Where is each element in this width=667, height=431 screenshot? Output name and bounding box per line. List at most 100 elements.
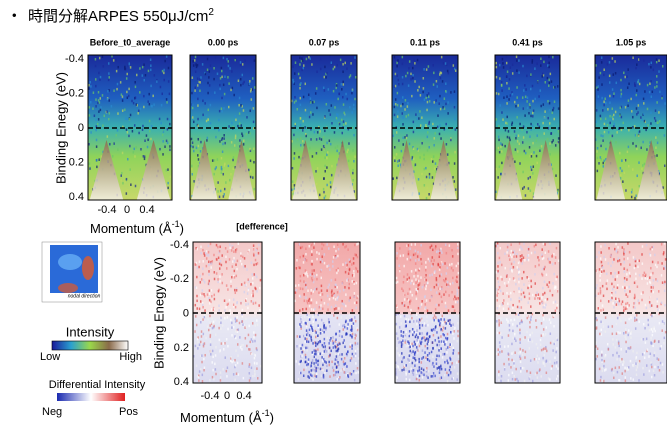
speckle [620, 348, 622, 351]
speckle [449, 283, 451, 286]
speckle [453, 64, 455, 67]
speckle [213, 173, 215, 176]
speckle [115, 59, 117, 62]
speckle [257, 262, 259, 265]
speckle [526, 131, 528, 134]
speckle [455, 188, 457, 191]
speckle [409, 288, 411, 291]
speckle [445, 291, 447, 294]
speckle [401, 334, 403, 337]
speckle [220, 328, 222, 331]
speckle [169, 149, 171, 152]
speckle [441, 328, 443, 331]
speckle [617, 331, 619, 334]
speckle [404, 341, 406, 344]
speckle [251, 294, 253, 297]
speckle [419, 369, 421, 372]
speckle [454, 106, 456, 109]
speckle [600, 379, 602, 382]
speckle [623, 160, 625, 163]
panel-label: 0.11 ps [410, 37, 440, 47]
speckle [96, 145, 98, 148]
speckle [229, 247, 231, 250]
speckle [543, 61, 545, 64]
speckle [256, 319, 258, 322]
speckle [602, 285, 604, 288]
speckle [421, 116, 423, 119]
speckle [206, 254, 208, 257]
speckle [299, 57, 301, 60]
speckle [541, 349, 543, 352]
speckle [407, 278, 409, 281]
speckle [600, 251, 602, 254]
speckle [429, 100, 431, 103]
speckle [447, 267, 449, 270]
speckle [343, 103, 345, 106]
speckle [254, 362, 256, 365]
speckle [311, 369, 313, 372]
speckle [335, 333, 337, 336]
speckle [311, 292, 313, 295]
speckle [151, 125, 153, 128]
speckle [555, 309, 557, 312]
speckle [237, 260, 239, 263]
label-part: Momentum (Å [180, 410, 262, 425]
speckle [162, 153, 164, 156]
speckle [540, 344, 542, 347]
speckle [497, 277, 499, 280]
speckle [351, 318, 353, 321]
speckle [311, 362, 313, 365]
speckle [219, 140, 221, 143]
speckle [240, 104, 242, 107]
speckle [650, 341, 652, 344]
speckle [194, 330, 196, 333]
speckle [655, 264, 657, 267]
speckle [415, 113, 417, 116]
speckle [445, 62, 447, 65]
speckle [394, 186, 396, 189]
speckle [201, 117, 203, 120]
speckle [607, 63, 609, 66]
speckle [342, 302, 344, 305]
speckle [658, 59, 660, 62]
speckle [132, 130, 134, 133]
speckle [651, 315, 653, 318]
speckle [457, 372, 459, 375]
speckle [541, 248, 543, 251]
speckle [613, 377, 615, 380]
speckle [513, 266, 515, 269]
speckle [314, 131, 316, 134]
speckle [639, 83, 641, 86]
speckle [322, 260, 324, 263]
speckle [515, 368, 517, 371]
speckle [598, 292, 600, 295]
speckle [318, 341, 320, 344]
speckle [191, 173, 193, 176]
speckle [195, 63, 197, 65]
speckle [438, 102, 440, 105]
speckle [650, 66, 652, 69]
speckle [336, 355, 338, 358]
speckle [195, 304, 197, 307]
speckle [617, 301, 619, 304]
speckle [396, 62, 398, 64]
speckle [228, 106, 230, 109]
speckle [148, 93, 150, 96]
speckle [112, 155, 114, 158]
speckle [230, 89, 232, 92]
speckle [436, 279, 438, 282]
speckle [607, 343, 609, 346]
speckle [337, 317, 339, 320]
speckle [416, 371, 418, 374]
speckle [435, 247, 437, 250]
speckle [636, 356, 638, 359]
speckle [650, 337, 652, 340]
speckle [300, 144, 302, 147]
speckle [625, 376, 627, 379]
speckle [548, 250, 550, 253]
speckle [236, 316, 238, 319]
speckle [324, 157, 326, 160]
speckle [445, 337, 447, 340]
speckle [347, 248, 349, 251]
speckle [201, 354, 203, 357]
